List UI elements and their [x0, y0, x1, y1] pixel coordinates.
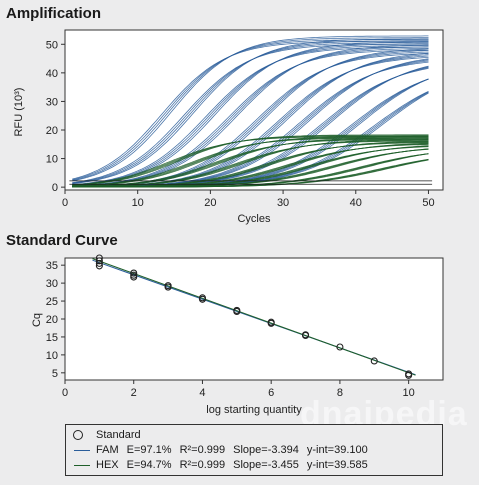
amp-y-tick-label: 0 — [52, 182, 58, 194]
fam-line-icon — [72, 445, 94, 455]
standard-point — [95, 257, 103, 265]
standard-curve-x-axis-label: log starting quantity — [206, 404, 302, 416]
fam-amplification-curve — [72, 49, 429, 187]
legend-row-fam: FAM E=97.1% R²=0.999 Slope=-3.394 y-int=39.1… — [72, 444, 368, 458]
standard-point — [233, 307, 241, 316]
amp-x-tick-label: 40 — [350, 197, 362, 209]
legend-fam-r2: R²=0.999 — [179, 444, 226, 456]
fam-amplification-curve — [72, 38, 429, 185]
hex-amplification-curve — [72, 135, 429, 187]
amplification-plot: 0 10 20 30 40 50 0 10 20 30 40 50 Cycles RFU (10³) — [13, 29, 444, 225]
std-y-tick-label: 35 — [46, 260, 58, 272]
standard-point — [95, 254, 103, 262]
standard-point — [267, 319, 275, 327]
std-x-tick-label: 0 — [62, 387, 68, 399]
standard-curve-y-ticks: 5 10 15 20 25 30 35 — [46, 260, 65, 380]
fam-amplification-curve — [72, 37, 429, 181]
std-y-tick-label: 30 — [46, 278, 58, 290]
hex-line-icon — [72, 460, 94, 470]
standard-point — [301, 331, 310, 340]
amp-x-tick-label: 20 — [204, 197, 216, 209]
legend-hex-slope: Slope=-3.455 — [233, 459, 299, 471]
legend-hex-r2: R²=0.999 — [179, 459, 226, 471]
amplification-x-ticks: 0 10 20 30 40 50 — [62, 190, 435, 209]
std-y-tick-label: 10 — [46, 350, 58, 362]
amp-y-tick-label: 40 — [46, 68, 58, 80]
hex-amplification-curve — [72, 139, 429, 188]
standard-curve-y-axis-label: Cq — [31, 313, 43, 327]
amplification-y-axis-label: RFU (10³) — [13, 88, 25, 137]
std-x-tick-label: 2 — [131, 387, 137, 399]
amp-x-tick-label: 10 — [132, 197, 144, 209]
std-x-tick-label: 10 — [403, 387, 415, 399]
standard-point — [95, 262, 103, 270]
standard-curve-title: Standard Curve — [6, 232, 118, 249]
std-y-tick-label: 5 — [52, 368, 58, 380]
standard-curve-x-ticks: 0 2 4 6 8 10 — [62, 380, 415, 399]
amplification-curves — [69, 35, 433, 188]
standard-point — [130, 273, 138, 281]
standard-curve-legend: Standard FAM E=97.1% R²=0.999 Slope=-3.394 y… — [65, 424, 443, 476]
hex-amplification-curve — [72, 134, 429, 186]
legend-fam-yint: y-int=39.100 — [306, 444, 368, 456]
amp-y-tick-label: 10 — [46, 154, 58, 166]
legend-fam-slope: Slope=-3.394 — [233, 444, 299, 456]
amp-x-tick-label: 0 — [62, 197, 68, 209]
standard-point — [95, 259, 103, 267]
legend-hex-name: HEX — [96, 459, 119, 471]
legend-standard-label: Standard — [96, 429, 141, 441]
legend-row-hex: HEX E=94.7% R²=0.999 Slope=-3.455 y-int=39.5… — [72, 459, 368, 473]
standard-curve-fit-lines — [92, 258, 416, 376]
amp-x-tick-label: 30 — [277, 197, 289, 209]
amp-y-tick-label: 30 — [46, 96, 58, 108]
standard-curve-plot-frame — [64, 257, 444, 381]
fam-amplification-curve — [72, 44, 429, 186]
std-x-tick-label: 8 — [337, 387, 343, 399]
standard-marker-icon — [72, 430, 94, 441]
standard-point — [130, 269, 138, 277]
legend-fam-efficiency: E=97.1% — [126, 444, 172, 456]
amp-x-tick-label: 50 — [422, 197, 434, 209]
std-y-tick-label: 20 — [46, 314, 58, 326]
legend-fam-name: FAM — [96, 444, 119, 456]
amp-y-tick-label: 20 — [46, 125, 58, 137]
standard-curve-plot: 0 2 4 6 8 10 5 10 15 20 25 30 35 log starting quant… — [31, 254, 444, 416]
fam-amplification-curve — [72, 48, 429, 187]
standard-point — [336, 343, 344, 351]
std-x-tick-label: 4 — [199, 387, 205, 399]
std-y-tick-label: 15 — [46, 332, 58, 344]
standard-point — [198, 295, 207, 303]
legend-row-standard: Standard — [72, 429, 141, 443]
standard-point — [164, 283, 172, 291]
std-y-tick-label: 25 — [46, 296, 58, 308]
amplification-y-ticks: 0 10 20 30 40 50 — [46, 39, 65, 194]
standard-point — [370, 357, 378, 365]
hex-amplification-curve — [72, 159, 429, 188]
fam-amplification-curve — [72, 35, 429, 182]
amplification-plot-frame — [64, 29, 444, 191]
legend-hex-efficiency: E=94.7% — [126, 459, 172, 471]
amplification-title: Amplification — [6, 5, 102, 22]
legend-hex-yint: y-int=39.585 — [306, 459, 368, 471]
standard-point — [405, 371, 413, 379]
amp-y-tick-label: 50 — [46, 39, 58, 51]
hex-fit-line — [92, 258, 416, 376]
std-x-tick-label: 6 — [268, 387, 274, 399]
amplification-x-axis-label: Cycles — [237, 213, 271, 225]
standard-curve-points — [95, 254, 413, 379]
